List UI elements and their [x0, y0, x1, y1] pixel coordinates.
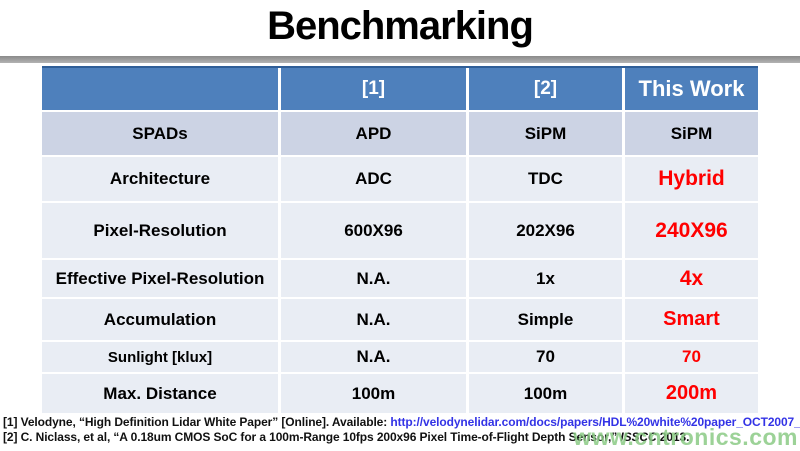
reference-2-venue: ISSCC [620, 429, 657, 444]
value-cell: Hybrid [625, 157, 758, 201]
value-cell: 70 [469, 342, 622, 372]
value-cell: 100m [469, 374, 622, 413]
row-label: Sunlight [klux] [42, 342, 278, 372]
value-cell: 100m [281, 374, 466, 413]
row-label: Max. Distance [42, 374, 278, 413]
row-label: Effective Pixel-Resolution [42, 260, 278, 297]
reference-1-link[interactable]: http://velodynelidar.com/docs/papers/HDL… [390, 415, 800, 429]
reference-2: [2] C. Niclass, et al, “A 0.18um CMOS So… [3, 430, 800, 445]
value-cell: 4x [625, 260, 758, 297]
value-cell: APD [281, 112, 466, 155]
reference-2-year: 2013. [656, 429, 690, 444]
row-label: SPADs [42, 112, 278, 155]
header-cell: This Work [625, 68, 758, 110]
references: [1] Velodyne, “High Definition Lidar Whi… [3, 415, 800, 444]
value-cell: 200m [625, 374, 758, 413]
header-cell: [1] [281, 68, 466, 110]
value-cell: TDC [469, 157, 622, 201]
value-cell: SiPM [625, 112, 758, 155]
header-cell: [2] [469, 68, 622, 110]
value-cell: 1x [469, 260, 622, 297]
value-cell: N.A. [281, 342, 466, 372]
slide-title: Benchmarking [267, 4, 534, 48]
title-divider [0, 56, 800, 63]
watermark: www.cntronics.com [573, 424, 798, 450]
reference-1: [1] Velodyne, “High Definition Lidar Whi… [3, 415, 800, 430]
header-cell [42, 68, 278, 110]
value-cell: 70 [625, 342, 758, 372]
value-cell: ADC [281, 157, 466, 201]
value-cell: N.A. [281, 260, 466, 297]
value-cell: N.A. [281, 299, 466, 340]
row-label: Accumulation [42, 299, 278, 340]
row-label: Pixel-Resolution [42, 203, 278, 258]
row-label: Architecture [42, 157, 278, 201]
reference-1-text: [1] Velodyne, “High Definition Lidar Whi… [3, 415, 391, 429]
value-cell: 202X96 [469, 203, 622, 258]
value-cell: Simple [469, 299, 622, 340]
value-cell: 600X96 [281, 203, 466, 258]
value-cell: Smart [625, 299, 758, 340]
value-cell: SiPM [469, 112, 622, 155]
benchmark-table: [1] [2] This Work SPADs APD SiPM SiPM Architect… [42, 66, 758, 413]
value-cell: 240X96 [625, 203, 758, 258]
reference-2-text: [2] C. Niclass, et al, “A 0.18um CMOS So… [3, 429, 621, 444]
